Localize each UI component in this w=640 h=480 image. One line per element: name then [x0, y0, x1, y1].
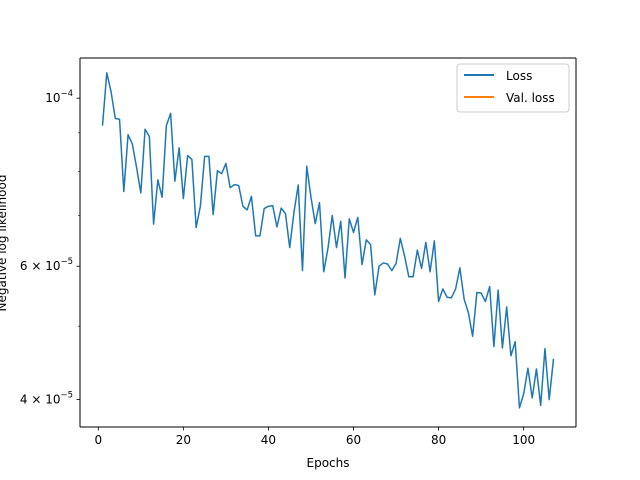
y-tick-label: 10−4 [45, 89, 73, 105]
y-tick-label: 4 × 10−5 [20, 391, 73, 407]
y-tick-label: 6 × 10−5 [20, 257, 73, 273]
y-axis-ticks: 4 × 10−5 6 × 10−5 10−4 [20, 89, 80, 407]
x-tick-label: 100 [512, 433, 535, 447]
legend: Loss Val. loss [456, 63, 570, 113]
series-lines [101, 72, 555, 409]
x-tick-label: 0 [94, 433, 102, 447]
x-axis-label: Epochs [307, 456, 350, 470]
x-axis-ticks: 0 20 40 60 80 100 [94, 427, 535, 447]
series-line-loss [101, 72, 555, 409]
axes-frame [79, 57, 577, 428]
x-tick-label: 20 [176, 433, 191, 447]
x-tick-label: 80 [431, 433, 446, 447]
legend-label-val-loss: Val. loss [506, 91, 555, 105]
legend-label-loss: Loss [506, 69, 532, 83]
x-tick-label: 40 [261, 433, 276, 447]
y-axis-label: Negative log likelihood [0, 175, 9, 312]
x-tick-label: 60 [346, 433, 361, 447]
